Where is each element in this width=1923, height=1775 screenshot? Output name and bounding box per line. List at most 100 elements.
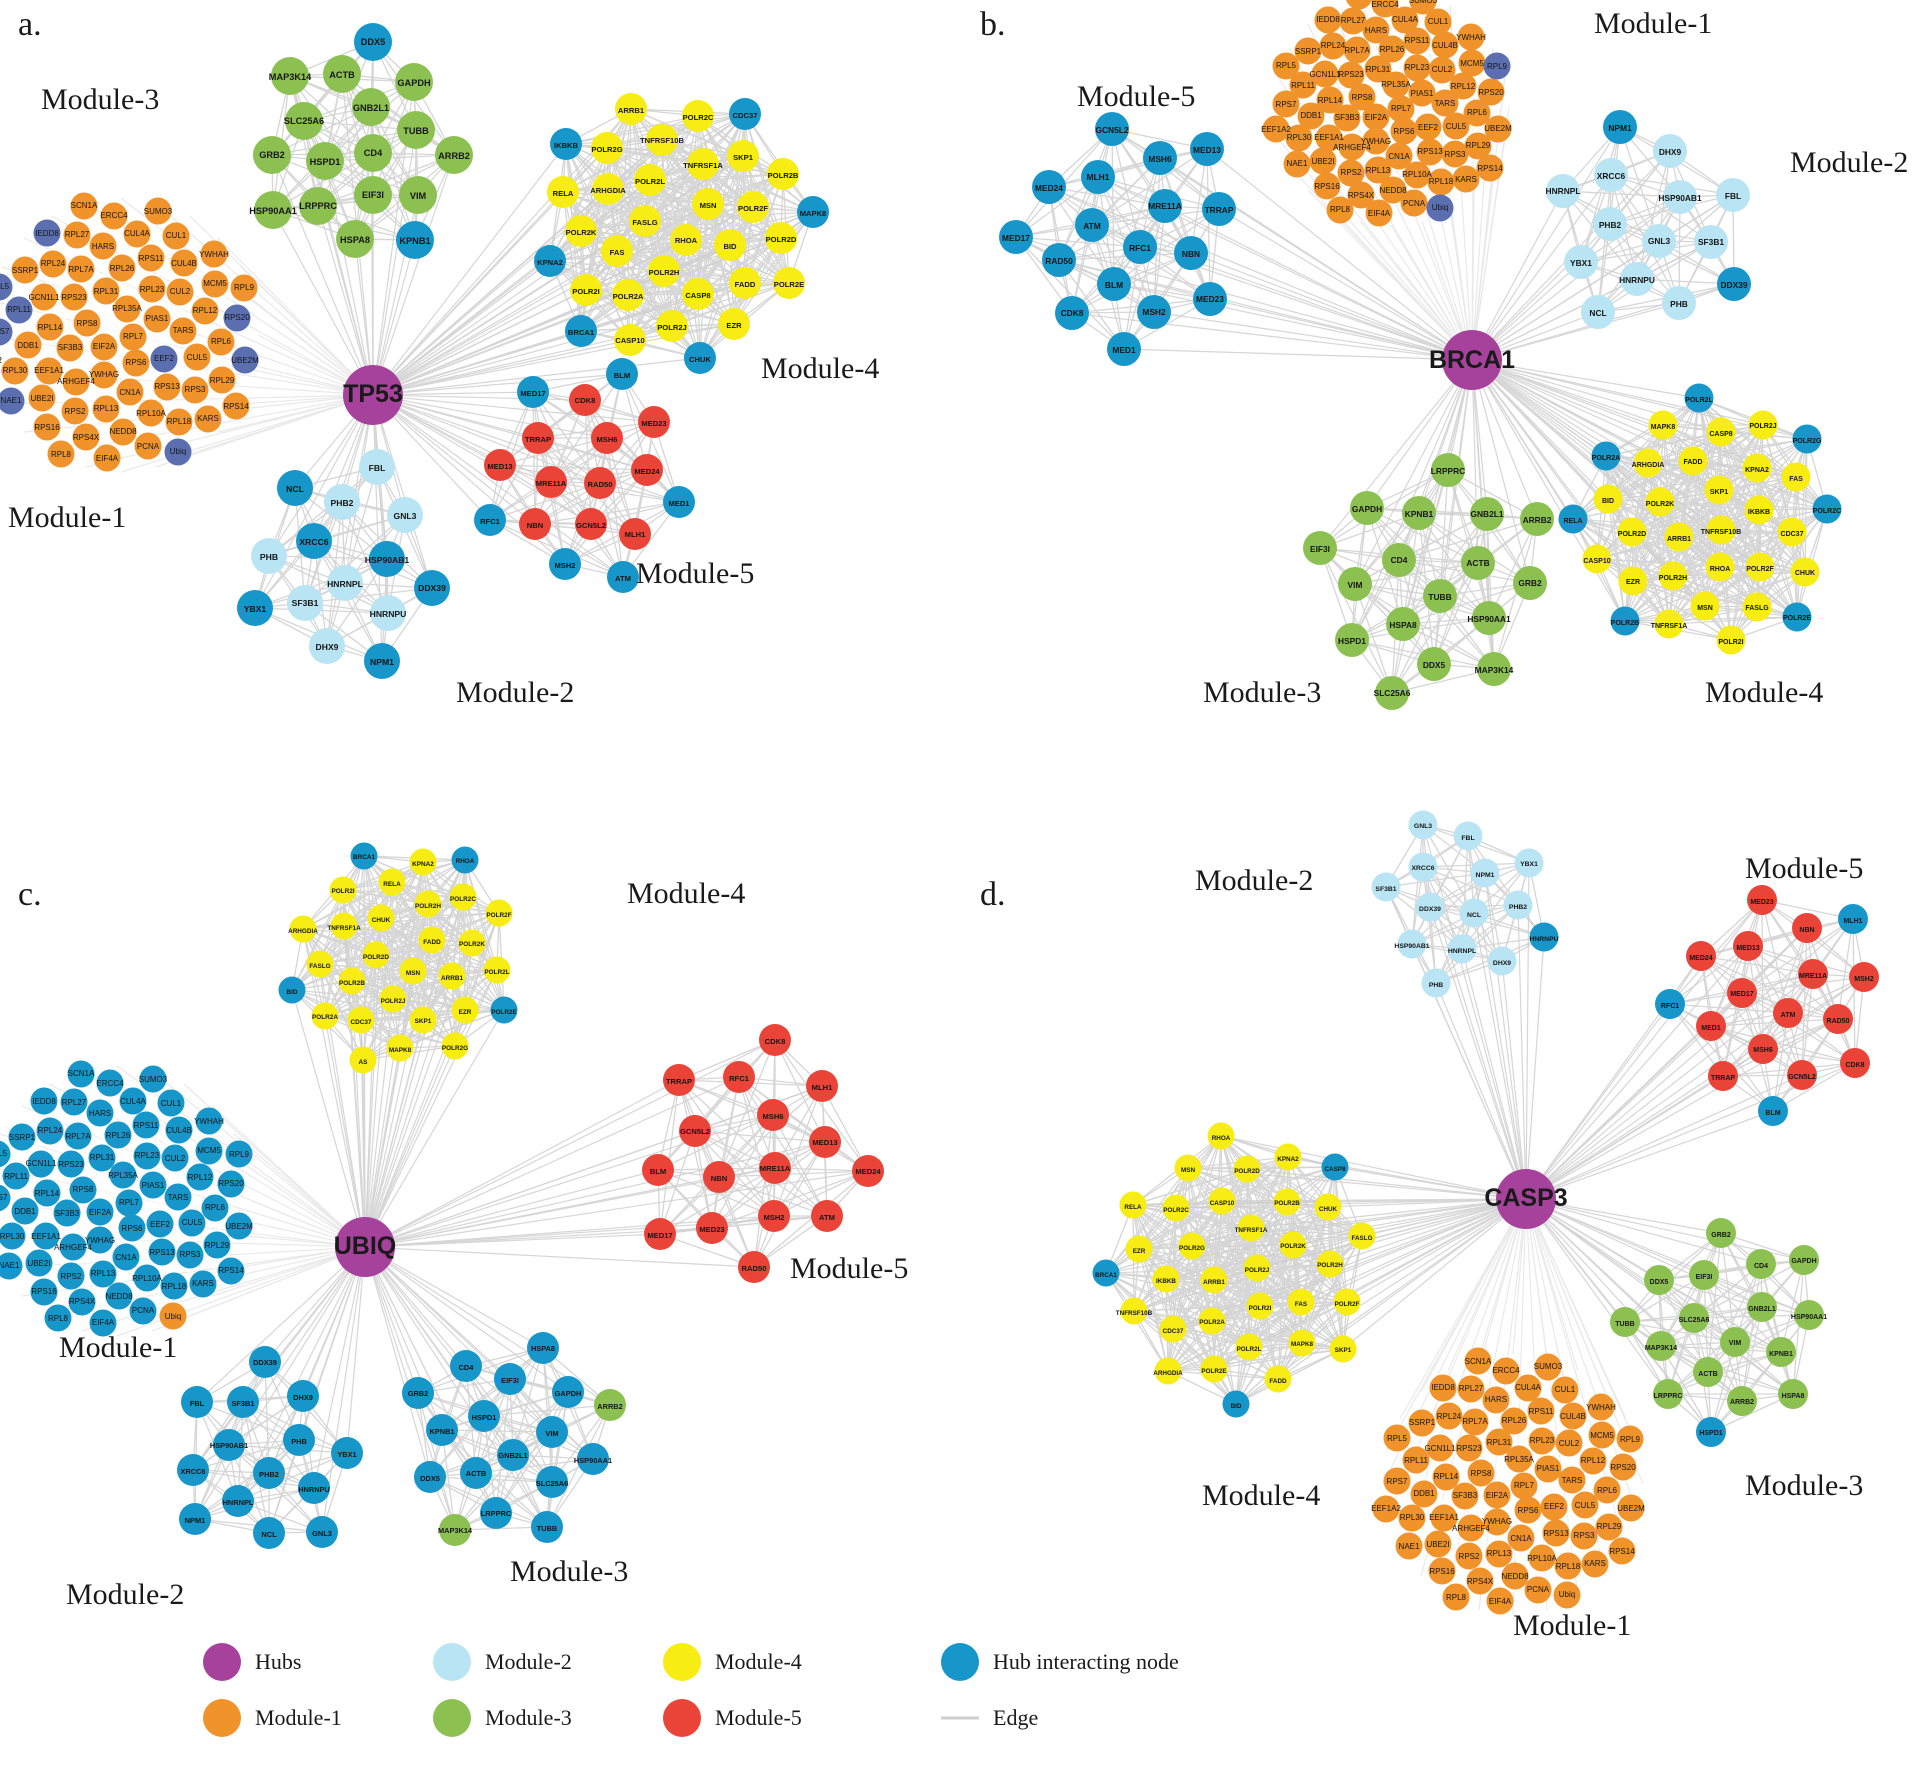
- svg-text:PIAS1: PIAS1: [1537, 1464, 1560, 1473]
- svg-text:RPL6: RPL6: [211, 337, 232, 346]
- svg-text:a.: a.: [18, 6, 42, 43]
- svg-text:POLR2E: POLR2E: [1201, 1368, 1226, 1375]
- svg-text:ERCC4: ERCC4: [96, 1079, 124, 1088]
- svg-text:RPL27: RPL27: [1341, 16, 1366, 25]
- svg-text:RPL12: RPL12: [1451, 82, 1476, 91]
- svg-text:VIM: VIM: [545, 1429, 558, 1438]
- svg-text:SCN1A: SCN1A: [68, 1069, 95, 1078]
- svg-text:YBX1: YBX1: [1520, 861, 1538, 868]
- svg-text:RPS4X: RPS4X: [1467, 1577, 1494, 1586]
- svg-text:RPL6: RPL6: [1467, 108, 1488, 117]
- svg-text:RPL31: RPL31: [1366, 65, 1391, 74]
- svg-text:RPL6: RPL6: [1597, 1486, 1618, 1495]
- svg-text:MAPK8: MAPK8: [1291, 1341, 1314, 1348]
- svg-text:BID: BID: [286, 989, 297, 996]
- svg-text:HSPD1: HSPD1: [1338, 636, 1366, 646]
- svg-text:CUL4A: CUL4A: [120, 1097, 146, 1106]
- svg-text:POLR2G: POLR2G: [591, 145, 622, 154]
- svg-text:HSP90AA1: HSP90AA1: [1467, 614, 1511, 624]
- svg-text:POLR2C: POLR2C: [1163, 1207, 1189, 1214]
- svg-text:TNFRSF1A: TNFRSF1A: [1235, 1227, 1268, 1234]
- svg-text:EEF2: EEF2: [1418, 123, 1439, 132]
- svg-text:CUL1: CUL1: [1428, 17, 1449, 26]
- svg-text:BRCA1: BRCA1: [1429, 346, 1515, 374]
- svg-text:CDC37: CDC37: [1781, 531, 1804, 538]
- svg-text:CHUK: CHUK: [372, 917, 391, 924]
- svg-text:POLR2F: POLR2F: [1746, 566, 1774, 573]
- svg-text:NPM1: NPM1: [370, 657, 394, 667]
- svg-text:XRCC6: XRCC6: [1597, 171, 1626, 181]
- svg-text:GNL3: GNL3: [312, 1529, 332, 1538]
- svg-text:CDK8: CDK8: [575, 396, 596, 405]
- svg-text:PHB2: PHB2: [1509, 904, 1527, 911]
- svg-text:RPS7: RPS7: [0, 327, 10, 336]
- svg-text:YBX1: YBX1: [1570, 258, 1592, 268]
- svg-text:RPS6: RPS6: [1394, 127, 1415, 136]
- svg-text:FAS: FAS: [610, 248, 625, 257]
- svg-text:YBX1: YBX1: [244, 604, 267, 614]
- svg-text:SLC25A6: SLC25A6: [536, 1479, 568, 1488]
- svg-text:KARS: KARS: [192, 1279, 214, 1288]
- svg-text:RPS16: RPS16: [1429, 1567, 1455, 1576]
- svg-text:POLR2H: POLR2H: [649, 268, 680, 277]
- svg-text:RPL11: RPL11: [7, 305, 31, 314]
- svg-text:CASP10: CASP10: [1583, 558, 1610, 565]
- svg-text:RPL18: RPL18: [162, 1282, 187, 1291]
- svg-text:ACTB: ACTB: [1698, 1371, 1717, 1378]
- svg-text:EEF2: EEF2: [150, 1220, 171, 1229]
- svg-text:HSPA8: HSPA8: [340, 235, 370, 245]
- svg-text:RPL8: RPL8: [48, 1314, 69, 1323]
- svg-text:NCL: NCL: [286, 484, 304, 494]
- svg-text:CUL5: CUL5: [1446, 122, 1467, 131]
- svg-text:RPL12: RPL12: [1581, 1456, 1606, 1465]
- svg-text:UBE2I: UBE2I: [27, 1259, 50, 1268]
- svg-text:EIF2A: EIF2A: [93, 342, 116, 351]
- svg-text:DDX39: DDX39: [1419, 906, 1441, 913]
- svg-text:RELA: RELA: [383, 881, 401, 888]
- svg-text:Ubiq: Ubiq: [165, 1312, 181, 1321]
- svg-text:EEF1A1: EEF1A1: [31, 1232, 61, 1241]
- svg-text:RPS14: RPS14: [1477, 164, 1503, 173]
- svg-text:b.: b.: [980, 6, 1006, 43]
- svg-text:NEDD8: NEDD8: [109, 427, 137, 436]
- svg-text:GRB2: GRB2: [259, 150, 285, 160]
- svg-text:NAE1: NAE1: [1287, 159, 1308, 168]
- svg-text:Module-2: Module-2: [66, 1578, 184, 1611]
- svg-text:PCNA: PCNA: [1527, 1585, 1550, 1594]
- svg-text:Module-5: Module-5: [1077, 80, 1195, 113]
- svg-text:GCN5L2: GCN5L2: [1095, 125, 1128, 135]
- svg-text:RAD50: RAD50: [588, 480, 613, 489]
- svg-text:RPL9: RPL9: [1487, 62, 1508, 71]
- svg-text:MED24: MED24: [634, 467, 660, 476]
- svg-text:RPL7: RPL7: [123, 332, 144, 341]
- svg-text:HSP90AB1: HSP90AB1: [210, 1441, 248, 1450]
- svg-text:YWHAH: YWHAH: [199, 250, 229, 259]
- svg-text:ARHGDIA: ARHGDIA: [1632, 462, 1665, 469]
- svg-text:NEDD8: NEDD8: [1501, 1572, 1529, 1581]
- svg-text:NPM1: NPM1: [1476, 872, 1495, 879]
- svg-text:MLH1: MLH1: [1087, 172, 1110, 182]
- svg-text:EIF4A: EIF4A: [1368, 209, 1391, 218]
- svg-text:ERCC4: ERCC4: [1492, 1366, 1520, 1375]
- svg-text:CASP8: CASP8: [1325, 1166, 1346, 1173]
- svg-text:SLC25A6: SLC25A6: [284, 116, 324, 126]
- svg-text:GRB2: GRB2: [1518, 578, 1542, 588]
- svg-text:ARRB1: ARRB1: [441, 975, 463, 982]
- svg-text:CASP8: CASP8: [685, 291, 710, 300]
- svg-text:GAPDH: GAPDH: [555, 1389, 582, 1398]
- svg-text:CUL4B: CUL4B: [166, 1126, 192, 1135]
- svg-text:POLR2L: POLR2L: [484, 969, 509, 976]
- svg-text:NAE1: NAE1: [1, 396, 22, 405]
- svg-text:CUL2: CUL2: [165, 1154, 186, 1163]
- svg-text:GNB2L1: GNB2L1: [1748, 1306, 1776, 1313]
- svg-text:MCM5: MCM5: [1590, 1431, 1614, 1440]
- svg-text:RPS7: RPS7: [1387, 1477, 1408, 1486]
- svg-text:GCN1L1: GCN1L1: [28, 293, 60, 302]
- svg-text:NCL: NCL: [261, 1530, 277, 1539]
- svg-text:DHX9: DHX9: [316, 642, 339, 652]
- svg-text:MED24: MED24: [1035, 183, 1063, 193]
- svg-text:RPL27: RPL27: [62, 1098, 87, 1107]
- svg-text:HARS: HARS: [92, 242, 114, 251]
- svg-text:ARRB2: ARRB2: [438, 151, 470, 161]
- svg-text:RPL14: RPL14: [38, 323, 63, 332]
